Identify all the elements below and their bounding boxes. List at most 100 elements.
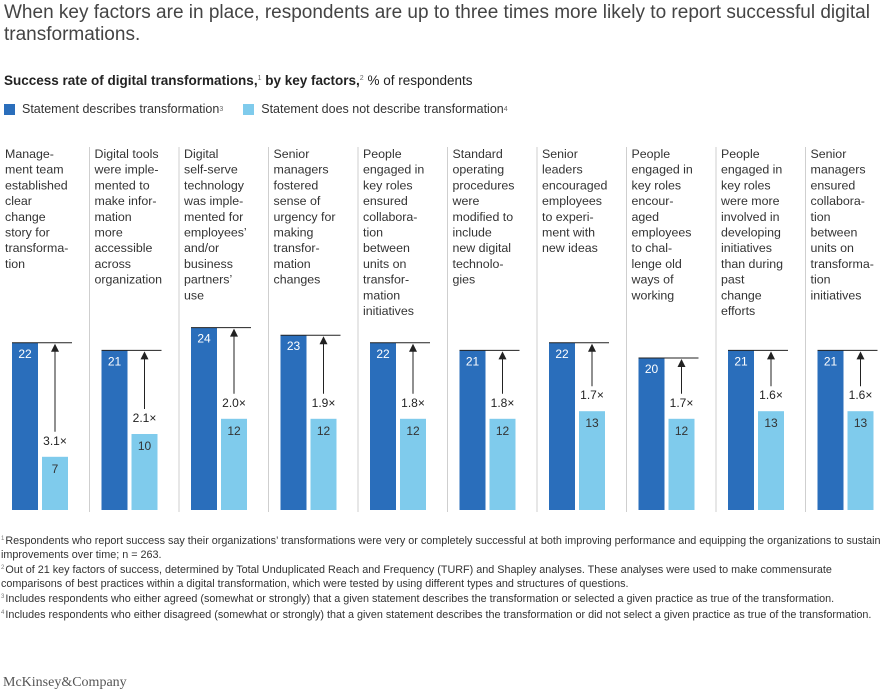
arrow-head	[319, 336, 328, 345]
category-label-line: established	[5, 178, 68, 192]
category-label-line: units on	[811, 241, 855, 255]
value-label-describes: 22	[18, 347, 32, 361]
category-label-line: leaders	[542, 163, 583, 177]
bar-not-describes	[310, 418, 337, 510]
category-label-line: operating	[453, 163, 505, 177]
arrow-head	[409, 343, 417, 352]
value-label-not-describes: 13	[764, 416, 778, 430]
arrow-head	[588, 343, 596, 352]
category-label-line: People	[363, 147, 402, 161]
footnote-text: Includes respondents who either agreed (…	[5, 593, 835, 605]
footnote-marker: 1	[1, 536, 5, 542]
legend-swatch-not-describes	[243, 103, 255, 115]
arrow-head	[767, 351, 775, 360]
category-label-line: aged	[632, 210, 660, 224]
category-label-line: changes	[274, 273, 321, 287]
footnote-text: Respondents who report success say their…	[1, 535, 881, 561]
category-label-line: Senior	[542, 147, 578, 161]
category-label-line: ways of	[631, 273, 675, 287]
category-label-line: ensured	[363, 194, 408, 208]
multiplier-label: 1.9×	[312, 396, 336, 410]
category-label-line: encouraged	[542, 178, 608, 192]
category-label-line: technology	[184, 178, 245, 192]
value-label-describes: 22	[555, 347, 569, 361]
chart-legend: Statement describes transformation 3 Stat…	[4, 102, 528, 116]
legend-footnote-marker-describes: 3	[219, 105, 224, 113]
category-label-line: Senior	[811, 147, 847, 161]
category-label-line: tion	[811, 273, 831, 287]
category-label-line: accessible	[95, 241, 153, 255]
legend-footnote-marker-not-describes: 4	[503, 105, 508, 113]
category-label-line: ment team	[5, 163, 64, 177]
category-label-line: collabora-	[811, 194, 865, 208]
category-label-line: to chal-	[632, 241, 673, 255]
category-label-line: between	[811, 226, 858, 240]
value-label-not-describes: 13	[585, 416, 599, 430]
category-label-line: technolo-	[453, 257, 504, 271]
multiplier-label: 1.8×	[401, 396, 425, 410]
bar-describes	[638, 358, 665, 510]
value-label-not-describes: 13	[854, 416, 868, 430]
subtitle-by-footnote-marker: 2	[359, 75, 364, 82]
legend-item-describes: Statement describes transformation 3	[4, 102, 223, 116]
category-label-line: encour-	[632, 194, 674, 208]
category-label-line: People	[632, 147, 671, 161]
category-label-line: business	[184, 257, 233, 271]
footnote-marker: 3	[1, 594, 5, 600]
category-label-line: making	[274, 226, 314, 240]
category-label-line: between	[363, 241, 410, 255]
value-label-not-describes: 12	[227, 424, 241, 438]
category-label-line: procedures	[453, 178, 515, 192]
category-label-line: mented for	[184, 210, 243, 224]
value-label-describes: 21	[466, 354, 480, 368]
category-label-line: were imple-	[94, 163, 159, 177]
value-label-describes: 24	[197, 332, 211, 346]
arrow-head	[677, 359, 686, 367]
category-label-line: units on	[363, 257, 407, 271]
category-label-line: ensured	[811, 178, 856, 192]
value-label-not-describes: 12	[406, 424, 420, 438]
category-label-line: were	[452, 194, 480, 208]
category-label-line: employees’	[184, 226, 247, 240]
bar-describes	[459, 350, 486, 510]
bar-not-describes	[131, 434, 158, 510]
category-label-line: working	[631, 288, 675, 302]
category-label-line: mation	[95, 210, 132, 224]
category-label-line: change	[721, 288, 762, 302]
bar-not-describes	[221, 418, 247, 510]
category-label-line: transfor-	[274, 241, 320, 255]
category-label-line: urgency for	[274, 210, 336, 224]
bar-describes	[12, 342, 38, 510]
bar-describes	[370, 342, 396, 510]
subtitle-main-footnote-marker: 1	[257, 75, 262, 82]
category-label-line: mation	[274, 257, 311, 271]
category-label-line: Standard	[453, 147, 503, 161]
chart-subtitle: Success rate of digital transformations,…	[4, 73, 473, 88]
value-label-not-describes: 12	[317, 424, 331, 438]
subtitle-main: Success rate of digital transformations,	[4, 73, 258, 88]
category-label-line: were more	[720, 194, 780, 208]
category-label-line: sense of	[274, 194, 321, 208]
chart-headline: When key factors are in place, responden…	[4, 2, 870, 45]
category-label-line: organization	[95, 273, 163, 287]
category-label-line: new ideas	[542, 241, 598, 255]
category-label-line: tion	[811, 210, 831, 224]
legend-label-not-describes: Statement does not describe transformati…	[261, 102, 504, 116]
footnote-text: Out of 21 key factors of success, determ…	[1, 564, 832, 590]
category-label-line: developing	[721, 226, 781, 240]
brand-logo: McKinsey&Company	[3, 675, 127, 690]
multiplier-label: 2.1×	[133, 411, 157, 425]
multiplier-label: 1.6×	[759, 388, 783, 402]
value-label-describes: 21	[824, 354, 838, 368]
footnote-marker: 4	[1, 609, 5, 616]
footnotes: 1Respondents who report success say thei…	[1, 533, 881, 622]
footnote-4: 4Includes respondents who either disagre…	[1, 607, 881, 623]
bar-describes	[549, 342, 575, 510]
category-label-line: fostered	[274, 178, 319, 192]
category-label-line: tion	[5, 257, 25, 271]
arrow-head	[856, 351, 865, 360]
bar-not-describes	[579, 411, 605, 510]
value-label-describes: 21	[734, 354, 748, 368]
category-label-line: more	[95, 226, 123, 240]
category-label-line: People	[721, 147, 760, 161]
